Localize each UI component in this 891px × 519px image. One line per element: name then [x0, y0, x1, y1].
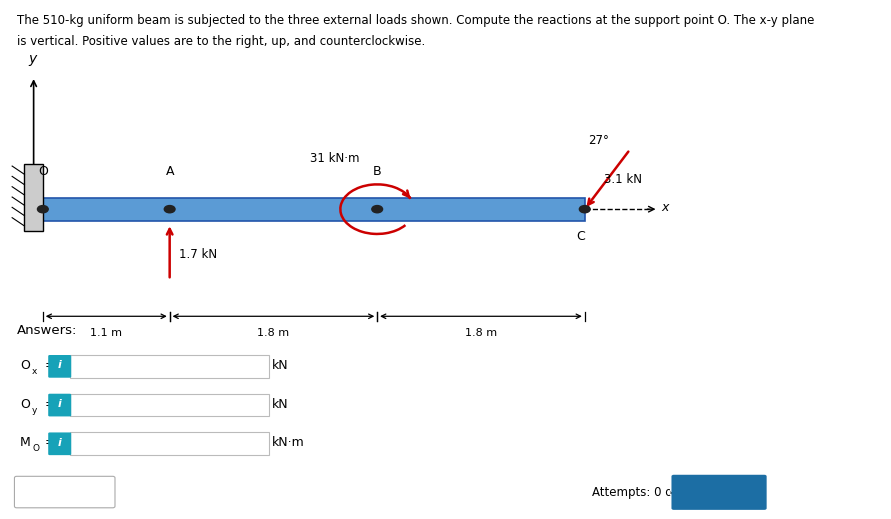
Circle shape [372, 206, 382, 213]
Text: O: O [20, 359, 30, 372]
Text: 31 kN·m: 31 kN·m [310, 152, 360, 165]
Text: x: x [32, 367, 37, 376]
Bar [43, 198, 584, 221]
Circle shape [164, 206, 175, 213]
Bar [24, 164, 43, 231]
Text: 3.1 kN: 3.1 kN [604, 173, 642, 186]
Text: Save for Later: Save for Later [23, 486, 106, 499]
Circle shape [37, 206, 48, 213]
Text: y: y [32, 406, 37, 415]
FancyBboxPatch shape [70, 432, 269, 455]
Circle shape [579, 206, 590, 213]
Text: The 510-kg uniform beam is subjected to the three external loads shown. Compute : The 510-kg uniform beam is subjected to … [17, 15, 814, 28]
Text: B: B [373, 165, 381, 178]
Text: =: = [41, 436, 56, 449]
Text: A: A [166, 165, 174, 178]
Text: =: = [41, 398, 56, 411]
FancyBboxPatch shape [70, 394, 269, 416]
Text: C: C [576, 230, 585, 243]
Text: =: = [41, 359, 56, 372]
Text: O: O [20, 398, 30, 411]
Text: y: y [28, 52, 37, 66]
Text: 1.8 m: 1.8 m [257, 327, 290, 338]
Text: O: O [32, 444, 39, 454]
Text: 1.8 m: 1.8 m [465, 327, 497, 338]
FancyBboxPatch shape [48, 394, 71, 416]
FancyBboxPatch shape [48, 432, 71, 455]
Text: kN: kN [272, 398, 288, 411]
FancyBboxPatch shape [48, 355, 71, 378]
Text: i: i [58, 399, 61, 409]
Text: i: i [58, 360, 61, 371]
Text: Submit Answer: Submit Answer [669, 486, 769, 499]
Text: kN: kN [272, 359, 288, 372]
Text: is vertical. Positive values are to the right, up, and counterclockwise.: is vertical. Positive values are to the … [17, 35, 425, 48]
Text: 1.1 m: 1.1 m [90, 327, 122, 338]
Text: kN·m: kN·m [272, 436, 305, 449]
FancyBboxPatch shape [672, 475, 766, 510]
Text: i: i [58, 438, 61, 448]
Text: Attempts: 0 of 10 used: Attempts: 0 of 10 used [593, 486, 728, 499]
FancyBboxPatch shape [14, 476, 115, 508]
Text: Answers:: Answers: [17, 324, 78, 337]
FancyBboxPatch shape [70, 355, 269, 378]
Text: M: M [20, 436, 30, 449]
Text: 1.7 kN: 1.7 kN [179, 248, 217, 261]
Text: 27°: 27° [589, 134, 609, 147]
Text: O: O [38, 165, 48, 178]
Text: x: x [661, 201, 669, 214]
